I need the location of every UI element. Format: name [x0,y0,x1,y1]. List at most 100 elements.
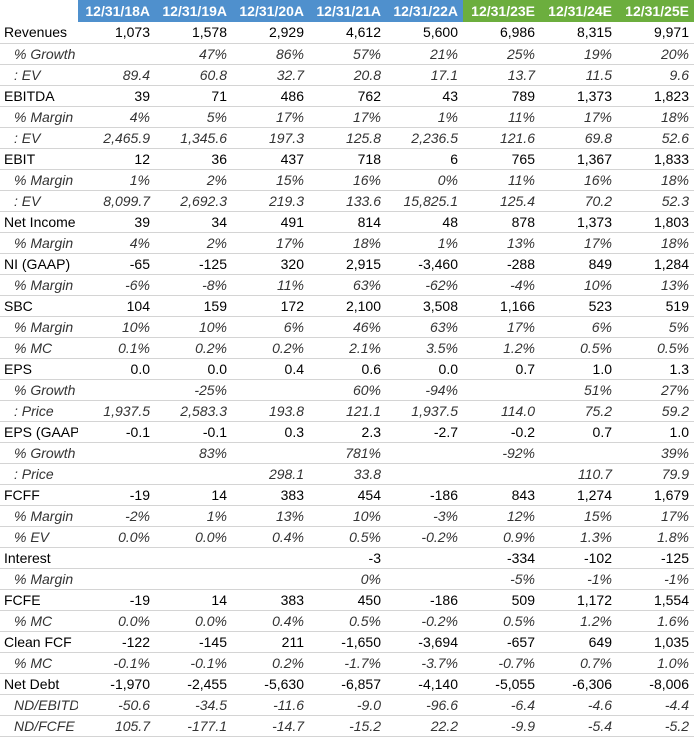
table-cell: 2.3 [309,421,386,443]
table-cell: 1.0 [540,358,617,380]
table-cell: -2% [78,505,155,527]
table-cell: -4.6 [540,694,617,716]
table-cell: 17% [232,232,309,254]
table-cell: -50.6 [78,694,155,716]
table-cell: 0.0% [78,526,155,548]
table-cell: 2,100 [309,295,386,317]
table-cell: -3% [386,505,463,527]
table-cell: 15% [540,505,617,527]
table-cell [463,463,540,485]
table-cell: 2,915 [309,253,386,275]
table-cell: -11.6 [232,694,309,716]
table-cell: 219.3 [232,190,309,212]
table-cell: 1,373 [540,211,617,233]
table-cell: 0.5% [540,337,617,359]
table-cell [78,568,155,590]
row-label: : Price [0,400,78,422]
table-cell: 27% [617,379,694,401]
table-cell: 1,578 [155,22,232,44]
table-cell: 0.5% [309,526,386,548]
table-cell: -8,006 [617,673,694,695]
table-cell: -4% [463,274,540,296]
table-cell: 159 [155,295,232,317]
table-cell: 3.5% [386,337,463,359]
table-cell: -177.1 [155,715,232,737]
table-cell [232,442,309,464]
table-cell: 86% [232,43,309,65]
table-cell: 1,937.5 [78,400,155,422]
table-cell [386,463,463,485]
row-label: NI (GAAP) [0,253,78,275]
table-cell: 1,274 [540,484,617,506]
table-cell: -1.7% [309,652,386,674]
row-label: % Margin [0,274,78,296]
table-cell: 10% [540,274,617,296]
table-cell: 1,833 [617,148,694,170]
table-cell: 63% [309,274,386,296]
table-cell: 849 [540,253,617,275]
table-body: Revenues 1,073 1,578 2,929 4,612 5,600 6,986 8,… [0,22,694,737]
table-cell: 125.8 [309,127,386,149]
table-cell: -3,460 [386,253,463,275]
table-cell: -122 [78,631,155,653]
table-cell: 110.7 [540,463,617,485]
table-cell: 5% [617,316,694,338]
table-cell: -102 [540,547,617,569]
table-cell: 1% [155,505,232,527]
table-cell: 14 [155,484,232,506]
table-cell: -334 [463,547,540,569]
table-cell [155,568,232,590]
table-cell: -0.2% [386,610,463,632]
table-cell: 47% [155,43,232,65]
table-cell: 19% [540,43,617,65]
table-cell: -62% [386,274,463,296]
table-cell: -0.2% [386,526,463,548]
table-cell: 0.0 [386,358,463,380]
table-cell: 193.8 [232,400,309,422]
table-cell: 17% [463,316,540,338]
table-cell: 57% [309,43,386,65]
table-cell: 1,172 [540,589,617,611]
table-row: : EV 2,465.9 1,345.6 197.3 125.8 2,236.5 121.6… [0,127,694,149]
table-cell: 320 [232,253,309,275]
table-cell [232,568,309,590]
table-cell: 36 [155,148,232,170]
table-cell: 437 [232,148,309,170]
table-cell: -34.5 [155,694,232,716]
table-cell: 16% [309,169,386,191]
column-header: 12/31/25E [617,0,694,22]
row-label: : EV [0,64,78,86]
table-cell: 197.3 [232,127,309,149]
table-cell: 172 [232,295,309,317]
table-cell: -4.4 [617,694,694,716]
column-header: 12/31/23E [463,0,540,22]
table-cell: 2,465.9 [78,127,155,149]
table-cell: 1.3% [540,526,617,548]
table-cell [232,379,309,401]
table-cell: 1,035 [617,631,694,653]
table-cell: 34 [155,211,232,233]
row-label: % MC [0,652,78,674]
table-row: % Margin 0% -5% -1% -1% [0,568,694,590]
table-row: Net Debt -1,970 -2,455 -5,630 -6,857 -4,140 -5… [0,673,694,695]
table-cell [78,43,155,65]
table-cell: 75.2 [540,400,617,422]
table-cell: 17% [617,505,694,527]
table-row: FCFE -19 14 383 450 -186 509 1,172 1,554 [0,589,694,611]
table-cell: -3.7% [386,652,463,674]
table-cell: -8% [155,274,232,296]
column-header: 12/31/24E [540,0,617,22]
table-row: % Growth 47% 86% 57% 21% 25% 19% 20% [0,43,694,65]
table-cell: 781% [309,442,386,464]
table-row: : Price 298.1 33.8 110.7 79.9 [0,463,694,485]
table-cell: 12 [78,148,155,170]
table-cell: 383 [232,484,309,506]
row-label: EPS [0,358,78,380]
table-cell: -5.4 [540,715,617,737]
table-cell: 1% [386,106,463,128]
table-cell: 20.8 [309,64,386,86]
table-cell: -1,650 [309,631,386,653]
table-cell: 46% [309,316,386,338]
table-row: % Margin 1% 2% 15% 16% 0% 11% 16% 18% [0,169,694,191]
table-cell: -6,857 [309,673,386,695]
